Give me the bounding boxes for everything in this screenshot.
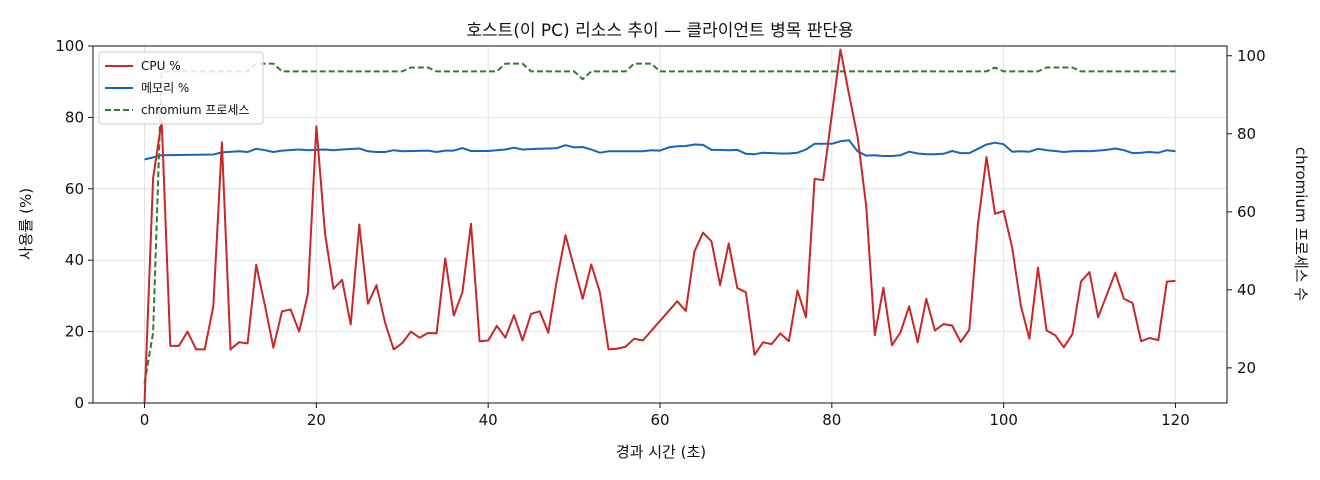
x-tick-label: 100: [989, 411, 1018, 429]
y-tick-label-left: 40: [65, 251, 84, 269]
y-tick-label-right: 40: [1237, 281, 1256, 299]
series-line-2: [143, 62, 1176, 384]
legend-label: CPU %: [141, 59, 181, 73]
x-axis-ticks: 0 20 40 60 80 100 120: [140, 403, 1190, 429]
y-tick-label-right: 20: [1237, 359, 1256, 377]
y-axis-ticks-left: 0 20 40 60 80 100: [55, 37, 93, 412]
x-tick-label: 40: [479, 411, 498, 429]
x-tick-label: 20: [307, 411, 326, 429]
y-tick-label-right: 60: [1237, 203, 1256, 221]
y-axis-label-right: chromium 프로세스 수: [1292, 147, 1310, 301]
y-axis-label-left: 사용률 (%): [17, 188, 35, 260]
x-tick-label: 80: [822, 411, 841, 429]
y-tick-label-left: 20: [65, 323, 84, 341]
x-axis-label: 경과 시간 (초): [616, 443, 706, 461]
x-tick-label: 0: [140, 411, 150, 429]
legend-box: [98, 51, 264, 125]
y-tick-label-right: 100: [1237, 47, 1266, 65]
x-tick-label: 120: [1161, 411, 1190, 429]
x-tick-label: 60: [650, 411, 669, 429]
y-axis-ticks-right: 20 40 60 80 100: [1227, 47, 1266, 377]
chart-title: 호스트(이 PC) 리소스 추이 — 클라이언트 병목 판단용: [466, 21, 853, 41]
legend-label: 메모리 %: [141, 81, 189, 95]
legend-label: chromium 프로세스: [141, 103, 250, 117]
y-tick-label-right: 80: [1237, 125, 1256, 143]
series-line-1: [144, 139, 1176, 161]
series-layer: [143, 48, 1176, 404]
y-tick-label-left: 60: [65, 180, 84, 198]
legend: CPU % 메모리 % chromium 프로세스: [98, 51, 264, 125]
series-line-0: [143, 48, 1176, 404]
y-tick-label-left: 0: [74, 394, 84, 412]
y-tick-label-left: 100: [55, 37, 84, 55]
y-tick-label-left: 80: [65, 108, 84, 126]
